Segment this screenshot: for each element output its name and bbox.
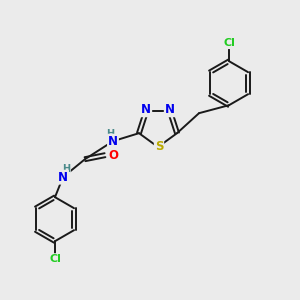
Text: N: N bbox=[58, 171, 68, 184]
Text: Cl: Cl bbox=[223, 38, 235, 48]
Text: N: N bbox=[108, 135, 118, 148]
Text: S: S bbox=[155, 140, 163, 154]
Text: Cl: Cl bbox=[49, 254, 61, 264]
Text: H: H bbox=[106, 129, 114, 139]
Text: N: N bbox=[141, 103, 151, 116]
Text: N: N bbox=[165, 103, 175, 116]
Text: H: H bbox=[62, 164, 70, 174]
Text: O: O bbox=[108, 149, 118, 162]
